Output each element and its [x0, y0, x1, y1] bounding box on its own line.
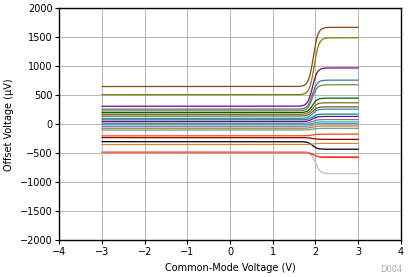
X-axis label: Common-Mode Voltage (V): Common-Mode Voltage (V) [165, 263, 295, 273]
Y-axis label: Offset Voltage (μV): Offset Voltage (μV) [4, 78, 14, 171]
Text: D004: D004 [379, 265, 402, 274]
